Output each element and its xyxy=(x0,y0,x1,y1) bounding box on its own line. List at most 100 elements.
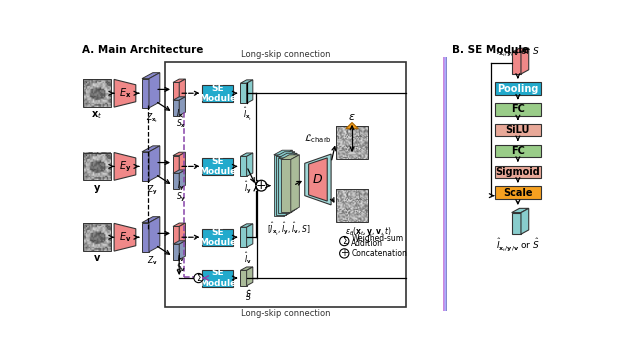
Text: $Z_{\mathbf{x}_t}$: $Z_{\mathbf{x}_t}$ xyxy=(146,111,158,125)
Polygon shape xyxy=(246,224,253,247)
Text: $\hat{I}_{\mathbf{x}_t}$: $\hat{I}_{\mathbf{x}_t}$ xyxy=(243,106,253,123)
Polygon shape xyxy=(173,170,186,173)
Text: Σ: Σ xyxy=(196,274,201,283)
Polygon shape xyxy=(278,153,297,158)
Text: $E_\mathbf{y}$: $E_\mathbf{y}$ xyxy=(119,159,131,174)
Polygon shape xyxy=(521,208,529,234)
Polygon shape xyxy=(142,217,160,222)
Polygon shape xyxy=(281,159,291,212)
Polygon shape xyxy=(521,48,529,74)
Bar xyxy=(495,82,541,95)
Polygon shape xyxy=(173,156,179,177)
Text: $\mathcal{L}_{\rm charb}$: $\mathcal{L}_{\rm charb}$ xyxy=(304,132,332,145)
Polygon shape xyxy=(173,97,186,100)
Polygon shape xyxy=(241,224,253,227)
Polygon shape xyxy=(142,222,149,252)
Polygon shape xyxy=(511,213,521,234)
Polygon shape xyxy=(241,267,253,270)
Bar xyxy=(444,57,445,311)
Bar xyxy=(83,223,111,251)
Text: SE
Module: SE Module xyxy=(199,157,237,176)
Polygon shape xyxy=(173,152,186,156)
Polygon shape xyxy=(278,158,289,213)
Bar xyxy=(202,158,234,175)
Polygon shape xyxy=(179,223,186,248)
Bar xyxy=(495,103,541,116)
Text: Σ: Σ xyxy=(342,237,347,246)
Text: Concatenation: Concatenation xyxy=(351,249,407,258)
Polygon shape xyxy=(173,223,186,226)
Bar xyxy=(336,126,368,159)
Text: A. Main Architecture: A. Main Architecture xyxy=(81,45,203,55)
Text: +: + xyxy=(256,179,267,192)
Polygon shape xyxy=(142,152,149,181)
Polygon shape xyxy=(241,80,253,83)
Polygon shape xyxy=(179,170,186,189)
Polygon shape xyxy=(241,227,246,247)
Polygon shape xyxy=(179,241,186,260)
Text: $\epsilon$: $\epsilon$ xyxy=(348,112,356,122)
Text: $I_{\mathbf{x}_t}$: $I_{\mathbf{x}_t}$ xyxy=(176,107,186,121)
Polygon shape xyxy=(511,48,529,53)
Bar xyxy=(495,145,541,157)
Text: Pooling: Pooling xyxy=(497,84,539,94)
Polygon shape xyxy=(246,153,253,176)
Circle shape xyxy=(340,249,349,258)
Text: $\mathbf{y}$: $\mathbf{y}$ xyxy=(93,183,101,194)
Bar xyxy=(202,85,234,102)
Text: Long-skip connection: Long-skip connection xyxy=(241,309,330,318)
Text: $\mathbf{x}_t$: $\mathbf{x}_t$ xyxy=(92,109,102,121)
Text: $D$: $D$ xyxy=(312,173,323,186)
Text: $\hat{S}$: $\hat{S}$ xyxy=(245,288,252,302)
Bar xyxy=(495,124,541,136)
Polygon shape xyxy=(281,155,300,159)
Polygon shape xyxy=(114,80,136,107)
Text: SE
Module: SE Module xyxy=(199,228,237,247)
Text: $\epsilon_\theta(\mathbf{x}_t,\mathbf{y},\mathbf{v},t)$: $\epsilon_\theta(\mathbf{x}_t,\mathbf{y}… xyxy=(345,225,392,238)
Polygon shape xyxy=(173,79,186,82)
Text: Sigmoid: Sigmoid xyxy=(495,167,540,177)
Circle shape xyxy=(340,237,349,246)
Text: +: + xyxy=(340,248,348,258)
Polygon shape xyxy=(305,154,331,205)
Bar xyxy=(446,57,447,311)
Polygon shape xyxy=(246,267,253,286)
Polygon shape xyxy=(291,155,300,212)
Text: $I_\mathbf{v}$: $I_\mathbf{v}$ xyxy=(177,251,184,264)
Polygon shape xyxy=(308,158,327,201)
Polygon shape xyxy=(241,156,246,176)
Polygon shape xyxy=(142,78,149,108)
Polygon shape xyxy=(173,244,179,260)
Polygon shape xyxy=(276,152,294,156)
Polygon shape xyxy=(173,173,179,189)
Text: $S$: $S$ xyxy=(245,288,252,299)
Text: $\mathbf{v}$: $\mathbf{v}$ xyxy=(93,253,101,264)
Polygon shape xyxy=(241,83,246,103)
Bar xyxy=(336,189,368,222)
Text: $\hat{I}_{\mathbf{x}_t/\mathbf{y}/\mathbf{v}}$ or $\hat{S}$: $\hat{I}_{\mathbf{x}_t/\mathbf{y}/\mathb… xyxy=(496,237,540,253)
Circle shape xyxy=(194,274,204,283)
Polygon shape xyxy=(114,153,136,180)
Polygon shape xyxy=(173,226,179,248)
Text: $S_\mathbf{x}$: $S_\mathbf{x}$ xyxy=(175,118,186,130)
Polygon shape xyxy=(511,208,529,213)
Text: SE
Module: SE Module xyxy=(199,84,237,103)
Polygon shape xyxy=(511,53,521,74)
Bar xyxy=(202,270,234,287)
Text: Long-skip connection: Long-skip connection xyxy=(241,50,330,59)
Text: SiLU: SiLU xyxy=(506,125,530,135)
Circle shape xyxy=(256,180,267,191)
Polygon shape xyxy=(179,152,186,177)
Polygon shape xyxy=(149,73,160,108)
Bar xyxy=(445,57,446,311)
Polygon shape xyxy=(346,149,358,155)
Polygon shape xyxy=(149,217,160,252)
Text: $\hat{I}_\mathbf{y}$: $\hat{I}_\mathbf{y}$ xyxy=(244,180,252,196)
Bar xyxy=(202,229,234,246)
Text: $I_{\mathbf{x}_t/\mathbf{y}/\mathbf{v}}$ or $S$: $I_{\mathbf{x}_t/\mathbf{y}/\mathbf{v}}$… xyxy=(496,46,540,59)
Bar xyxy=(495,166,541,178)
Text: Addition: Addition xyxy=(351,239,383,248)
Polygon shape xyxy=(274,155,284,216)
Polygon shape xyxy=(241,153,253,156)
Bar xyxy=(165,62,406,307)
